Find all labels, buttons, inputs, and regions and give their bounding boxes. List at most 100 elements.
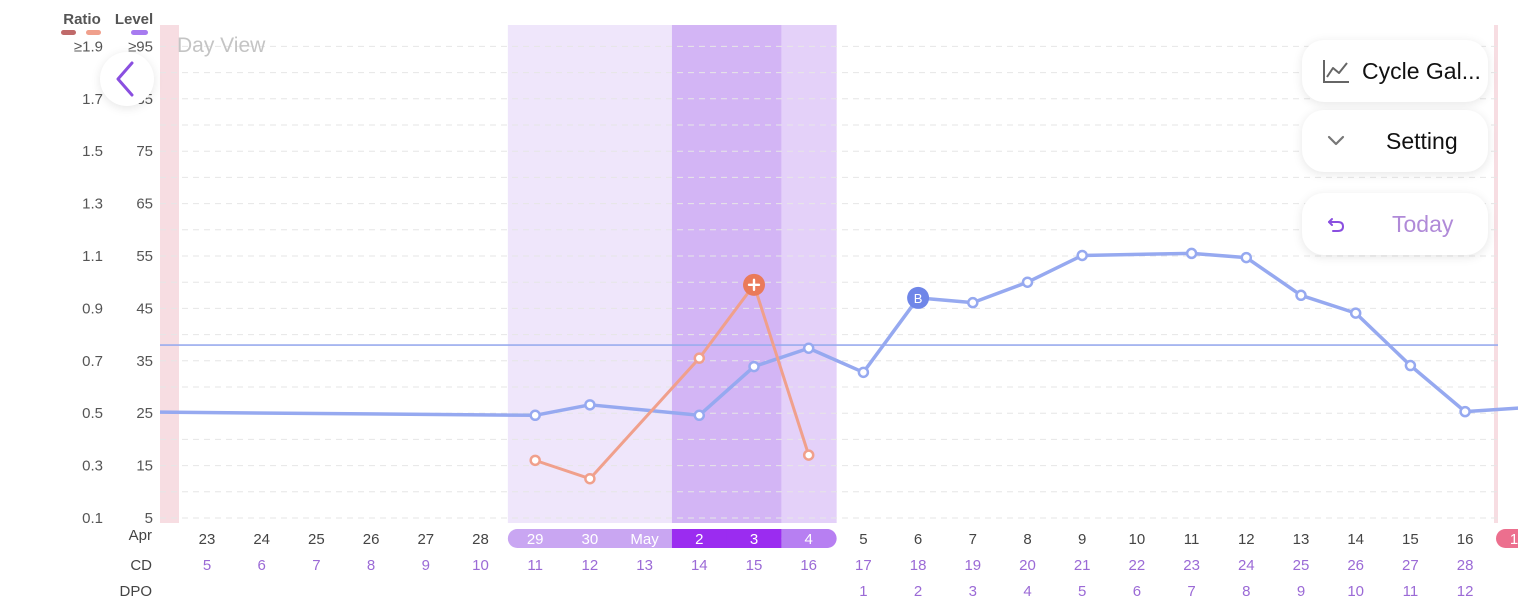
ratio-tick-label: 1.5 — [82, 143, 103, 160]
date-label: 28 — [472, 531, 489, 548]
dpo-row-label: DPO — [119, 583, 152, 600]
level-point[interactable] — [1076, 249, 1088, 262]
date-label: 15 — [1402, 531, 1419, 548]
date-label: 6 — [914, 531, 922, 548]
ratio-point[interactable] — [802, 449, 815, 461]
month-label: Apr — [129, 527, 152, 544]
dpo-value: 7 — [1187, 583, 1195, 600]
setting-label: Setting — [1386, 127, 1458, 154]
cd-value: 7 — [312, 557, 320, 574]
zone-band-fertile — [617, 25, 673, 523]
ratio-tick-label: 0.3 — [82, 458, 103, 475]
plus-icon — [747, 278, 761, 292]
back-button[interactable] — [100, 52, 154, 106]
level-point[interactable] — [1295, 289, 1307, 302]
cd-value: 9 — [422, 557, 430, 574]
level-tick-label: 5 — [145, 510, 153, 527]
dpo-value: 11 — [1403, 583, 1419, 600]
date-label: 10 — [1129, 531, 1146, 548]
dpo-value: 5 — [1078, 583, 1086, 600]
level-tick-label: ≥95 — [128, 38, 153, 55]
legend-swatch-ratio-dark — [61, 30, 76, 35]
date-label: 27 — [417, 531, 434, 548]
setting-button[interactable]: Setting — [1302, 110, 1488, 172]
zone-band-fertile — [562, 25, 618, 523]
ratio-tick-label: 0.5 — [82, 405, 103, 422]
cd-value: 16 — [800, 557, 817, 574]
dpo-value: 4 — [1023, 583, 1031, 600]
level-point[interactable] — [1185, 247, 1198, 260]
level-point[interactable] — [1404, 359, 1417, 372]
ratio-tick-label: ≥1.9 — [74, 38, 103, 55]
cd-row-label: CD — [130, 557, 152, 574]
cd-value: 25 — [1293, 557, 1310, 574]
period-band-next — [1494, 25, 1498, 523]
cd-value: 15 — [746, 557, 763, 574]
cd-value: 5 — [203, 557, 211, 574]
date-label: 7 — [969, 531, 977, 548]
dpo-value: 3 — [969, 583, 977, 600]
ratio-tick-label: 0.1 — [82, 510, 103, 527]
dpo-value: 2 — [914, 583, 922, 600]
today-label: Today — [1392, 210, 1454, 237]
ratio-point[interactable] — [693, 352, 706, 364]
ratio-tick-label: 1.3 — [82, 196, 103, 213]
date-label: 25 — [308, 531, 325, 548]
cd-value: 24 — [1238, 557, 1255, 574]
ratio-point[interactable] — [529, 454, 541, 467]
level-point[interactable] — [802, 342, 815, 354]
level-point[interactable] — [857, 366, 870, 379]
level-tick-label: 35 — [136, 353, 153, 370]
cd-value: 22 — [1129, 557, 1146, 574]
zone-band-fertile — [507, 25, 564, 523]
level-point[interactable] — [1349, 307, 1362, 319]
date-label: 5 — [859, 531, 867, 548]
cd-value: 23 — [1183, 557, 1200, 574]
legend-swatch-level — [131, 30, 148, 35]
date-label: 11 — [1184, 531, 1200, 548]
cd-value: 11 — [527, 557, 543, 574]
cd-value: 8 — [367, 557, 375, 574]
date-label: 4 — [805, 531, 813, 548]
cycle-gallery-label: Cycle Gal... — [1362, 57, 1481, 84]
level-point[interactable] — [529, 409, 541, 422]
ratio-axis-title: Ratio — [63, 11, 101, 28]
level-point[interactable] — [693, 409, 706, 422]
chevron-left-icon — [116, 61, 134, 97]
date-label: 9 — [1078, 531, 1086, 548]
dpo-value: 1 — [859, 583, 867, 600]
day-view-label: Day View — [177, 34, 266, 57]
undo-icon — [1320, 208, 1352, 240]
chevron-down-icon — [1320, 125, 1352, 157]
line-chart-icon — [1320, 55, 1352, 87]
date-label: 24 — [253, 531, 270, 548]
date-label: 12 — [1238, 531, 1255, 548]
zone-band-peak — [671, 25, 728, 523]
level-tick-label: 65 — [136, 196, 153, 213]
level-point[interactable] — [1240, 251, 1253, 264]
level-axis-title: Level — [115, 11, 153, 28]
level-point[interactable] — [1459, 405, 1471, 418]
next-date-label: 1 — [1510, 531, 1518, 548]
date-label: 29 — [527, 531, 544, 548]
today-button[interactable]: Today — [1302, 193, 1488, 255]
date-label: 8 — [1023, 531, 1031, 548]
legend-swatch-ratio-light — [86, 30, 101, 35]
baseline-marker[interactable] — [907, 286, 930, 309]
level-point[interactable] — [748, 360, 760, 373]
level-point[interactable] — [1021, 276, 1034, 288]
ratio-tick-label: 0.9 — [82, 300, 103, 317]
level-point[interactable] — [584, 399, 596, 411]
zone-pill-fill — [781, 529, 809, 548]
cd-value: 14 — [691, 557, 708, 574]
date-label: 14 — [1347, 531, 1364, 548]
level-point[interactable] — [967, 296, 979, 309]
cycle-gallery-button[interactable]: Cycle Gal... — [1302, 40, 1488, 102]
level-series-line — [159, 251, 1518, 418]
dpo-value: 8 — [1242, 583, 1250, 600]
cd-value: 13 — [636, 557, 653, 574]
ratio-point[interactable] — [584, 472, 596, 485]
zone-pill-peak — [671, 529, 728, 548]
date-label: 16 — [1457, 531, 1474, 548]
